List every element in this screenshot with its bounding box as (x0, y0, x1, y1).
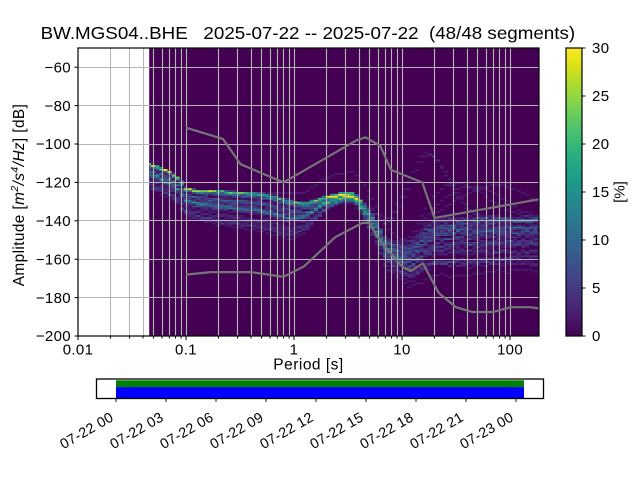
svg-text:−120: −120 (36, 175, 71, 192)
svg-text:20: 20 (592, 136, 609, 153)
svg-text:BW.MGS04..BHE 2025-07-22 --: BW.MGS04..BHE 2025-07-22 -- 2025-07-22 (… (41, 22, 576, 43)
svg-text:0: 0 (592, 328, 601, 345)
svg-text:0.1: 0.1 (175, 342, 197, 359)
svg-text:−200: −200 (36, 328, 71, 345)
svg-text:−60: −60 (45, 59, 72, 76)
svg-text:Period [s]: Period [s] (273, 357, 343, 374)
svg-text:1: 1 (290, 342, 299, 359)
svg-text:10: 10 (393, 342, 410, 359)
svg-text:30: 30 (592, 40, 609, 57)
svg-text:−180: −180 (36, 290, 71, 307)
svg-text:−140: −140 (36, 213, 71, 230)
svg-text:−160: −160 (36, 251, 71, 268)
svg-text:−80: −80 (45, 98, 72, 115)
svg-text:5: 5 (592, 280, 601, 297)
svg-text:10: 10 (592, 232, 609, 249)
svg-text:100: 100 (497, 342, 523, 359)
svg-text:0.01: 0.01 (63, 342, 94, 359)
svg-text:[%]: [%] (612, 181, 629, 203)
svg-text:Amplitude [m2/s4/Hz] [dB]: Amplitude [m2/s4/Hz] [dB] (9, 104, 28, 287)
svg-text:15: 15 (592, 184, 609, 201)
svg-text:25: 25 (592, 88, 609, 105)
svg-text:−100: −100 (36, 136, 71, 153)
